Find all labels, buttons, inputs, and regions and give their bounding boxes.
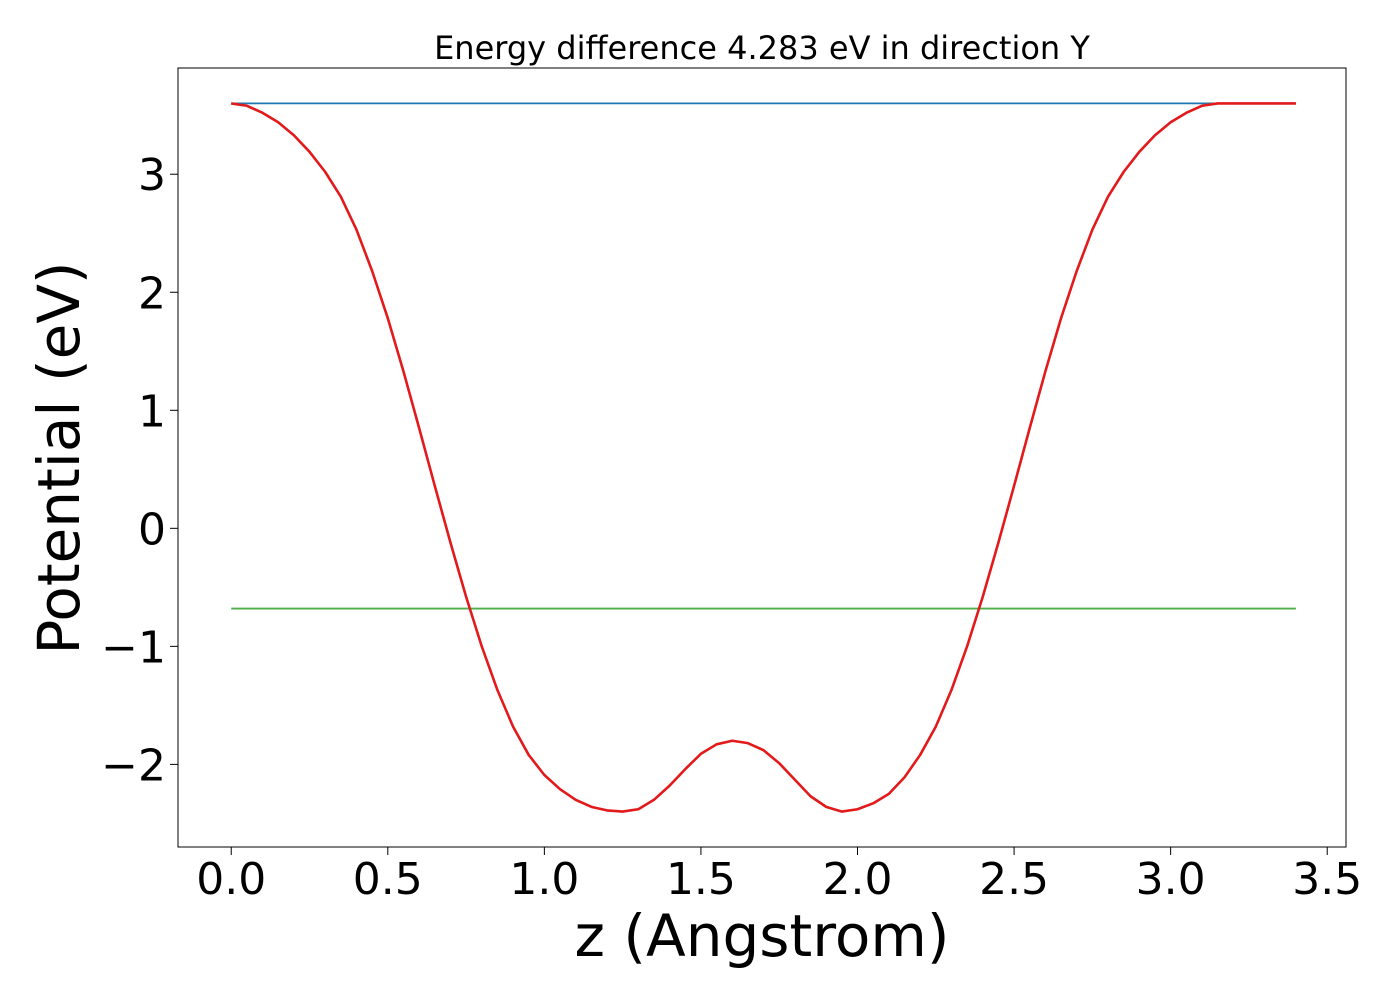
y-axis-ticks: −2 −1 0 1 2 3 [101, 150, 178, 791]
x-tick-label: 0.5 [353, 854, 423, 905]
x-tick-label: 3.0 [1136, 854, 1206, 905]
y-tick-label: 3 [138, 150, 166, 201]
chart-title: Energy difference 4.283 eV in direction … [434, 29, 1090, 67]
y-axis-label: Potential (eV) [25, 261, 93, 654]
x-tick-label: 2.0 [823, 854, 893, 905]
x-tick-label: 1.0 [509, 854, 579, 905]
x-tick-label: 3.5 [1292, 854, 1362, 905]
y-tick-label: 2 [138, 268, 166, 319]
y-tick-label: 1 [138, 386, 166, 437]
x-axis-ticks: 0.0 0.5 1.0 1.5 2.0 2.5 3.0 3.5 [196, 847, 1362, 905]
axes-frame [177, 67, 1347, 848]
series-layer [231, 102, 1296, 813]
x-tick-label: 1.5 [666, 854, 736, 905]
x-tick-label: 0.0 [196, 854, 266, 905]
series-line-potential [231, 102, 1296, 813]
y-tick-label: −1 [101, 622, 166, 673]
x-tick-label: 2.5 [979, 854, 1049, 905]
y-tick-label: −2 [101, 740, 166, 791]
x-axis-label: z (Angstrom) [575, 902, 950, 970]
y-tick-label: 0 [138, 504, 166, 555]
